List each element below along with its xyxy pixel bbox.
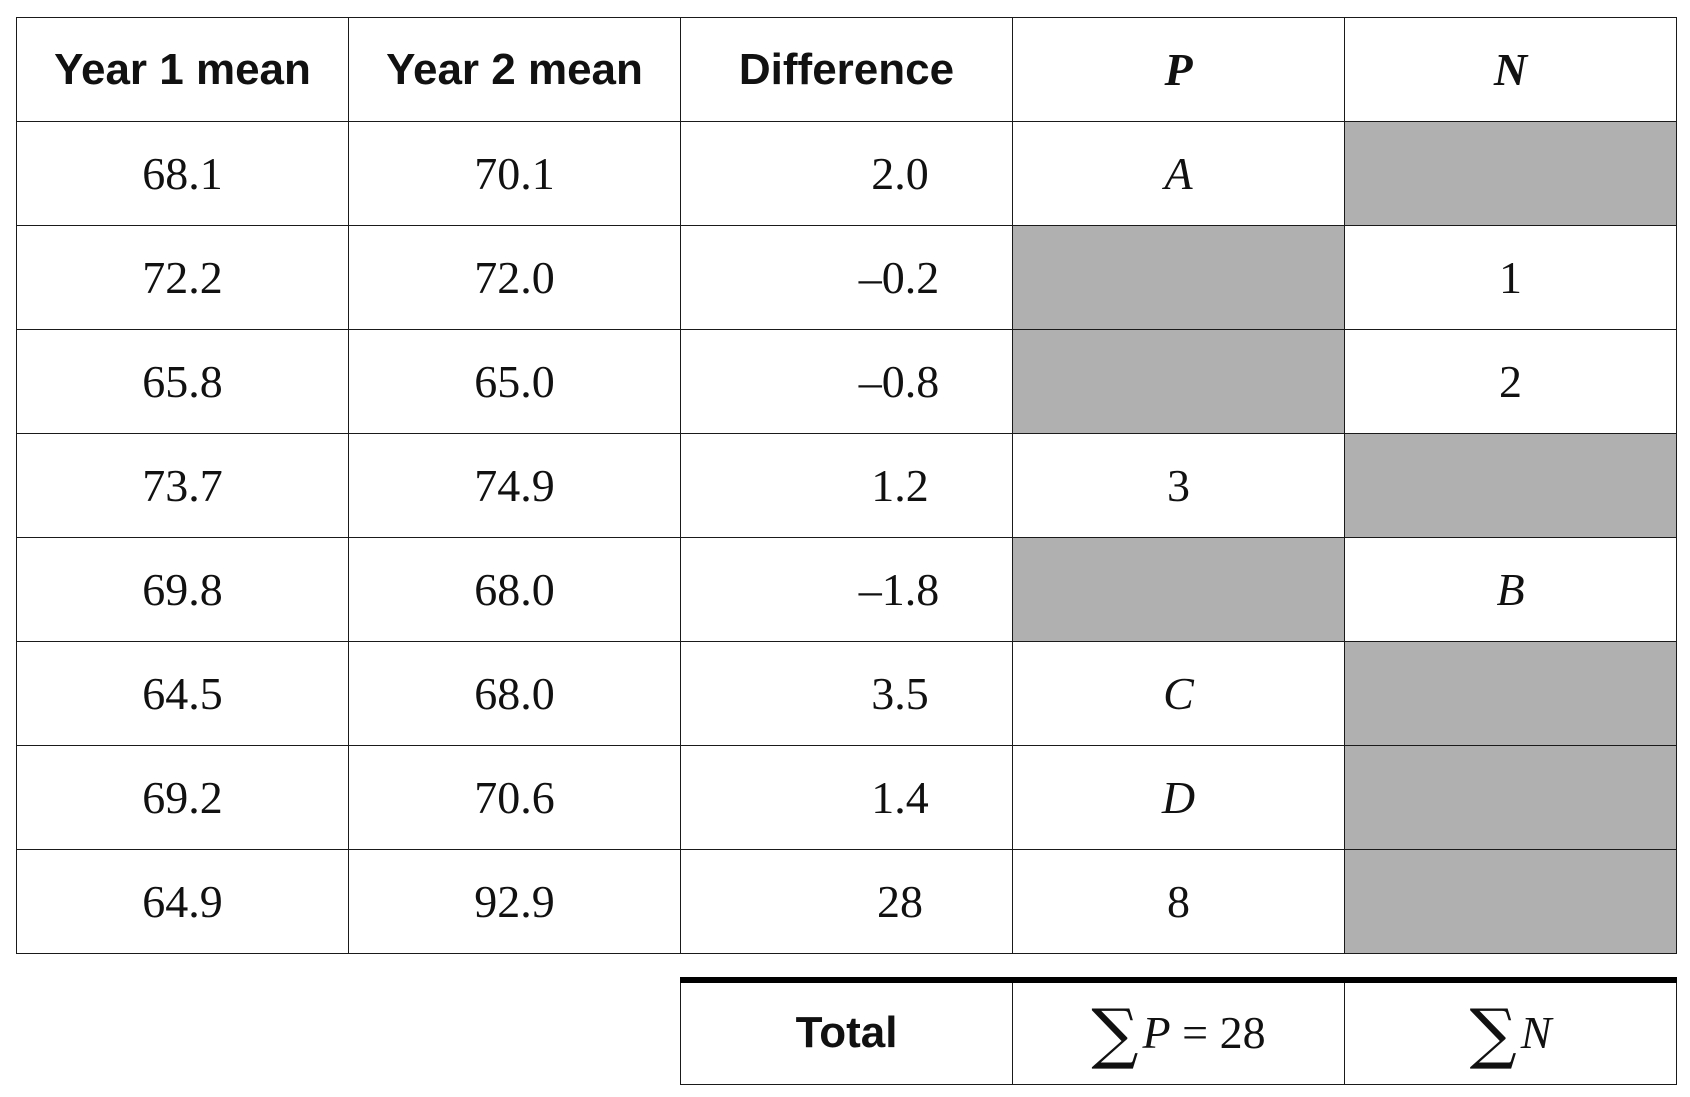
n-cell-shaded xyxy=(1344,745,1677,850)
header-difference: Difference xyxy=(680,17,1013,122)
difference-cell: 3.5 xyxy=(680,641,1013,746)
header-n: N xyxy=(1344,17,1677,122)
sigma-symbol: ∑ xyxy=(1469,994,1517,1072)
year1-cell: 72.2 xyxy=(16,225,349,330)
table-row: 73.7 74.9 1.2 3 xyxy=(16,433,1677,538)
p-cell: A xyxy=(1012,121,1345,226)
difference-value: –0.2 xyxy=(858,252,940,303)
difference-value: 1.2 xyxy=(871,460,929,511)
year1-cell: 69.2 xyxy=(16,745,349,850)
difference-value: 2.0 xyxy=(871,148,929,199)
table-row: 65.8 65.0 –0.8 2 xyxy=(16,329,1677,434)
table-row: 69.2 70.6 1.4 D xyxy=(16,745,1677,850)
table-row: 72.2 72.0 –0.2 1 xyxy=(16,225,1677,330)
table-row: 68.1 70.1 2.0 A xyxy=(16,121,1677,226)
table-row: 64.5 68.0 3.5 C xyxy=(16,641,1677,746)
difference-cell: 28 xyxy=(680,849,1013,954)
sum-p-variable: P xyxy=(1142,1006,1171,1058)
header-year1: Year 1 mean xyxy=(16,17,349,122)
difference-value: –1.8 xyxy=(858,564,940,615)
p-cell: 3 xyxy=(1012,433,1345,538)
difference-value: 3.5 xyxy=(871,668,929,719)
sigma-symbol: ∑ xyxy=(1091,994,1139,1072)
difference-cell: –1.8 xyxy=(680,537,1013,642)
n-cell-shaded xyxy=(1344,121,1677,226)
p-cell: 8 xyxy=(1012,849,1345,954)
total-row: Total ∑P = 28 ∑N xyxy=(680,977,1677,1085)
year1-cell: 64.5 xyxy=(16,641,349,746)
year2-cell: 70.1 xyxy=(348,121,681,226)
year2-cell: 72.0 xyxy=(348,225,681,330)
difference-cell: 1.2 xyxy=(680,433,1013,538)
p-cell-shaded xyxy=(1012,329,1345,434)
header-year2: Year 2 mean xyxy=(348,17,681,122)
sum-n-variable: N xyxy=(1520,1006,1552,1058)
n-cell-shaded xyxy=(1344,849,1677,954)
difference-value: 28 xyxy=(877,876,923,927)
difference-cell: –0.2 xyxy=(680,225,1013,330)
n-cell: 2 xyxy=(1344,329,1677,434)
data-table: Year 1 mean Year 2 mean Difference P N 6… xyxy=(16,17,1677,954)
p-cell-shaded xyxy=(1012,225,1345,330)
table-row: 64.9 92.9 28 8 xyxy=(16,849,1677,954)
n-cell: B xyxy=(1344,537,1677,642)
difference-cell: –0.8 xyxy=(680,329,1013,434)
difference-cell: 1.4 xyxy=(680,745,1013,850)
table-figure: Year 1 mean Year 2 mean Difference P N 6… xyxy=(16,17,1677,1087)
year2-cell: 65.0 xyxy=(348,329,681,434)
year1-cell: 69.8 xyxy=(16,537,349,642)
year2-cell: 68.0 xyxy=(348,537,681,642)
p-cell: C xyxy=(1012,641,1345,746)
difference-cell: 2.0 xyxy=(680,121,1013,226)
n-cell: 1 xyxy=(1344,225,1677,330)
year2-cell: 70.6 xyxy=(348,745,681,850)
sum-n-cell: ∑N xyxy=(1344,977,1677,1085)
header-row: Year 1 mean Year 2 mean Difference P N xyxy=(16,17,1677,122)
table-row: 69.8 68.0 –1.8 B xyxy=(16,537,1677,642)
n-cell-shaded xyxy=(1344,433,1677,538)
year2-cell: 92.9 xyxy=(348,849,681,954)
year1-cell: 73.7 xyxy=(16,433,349,538)
total-table: Total ∑P = 28 ∑N xyxy=(680,977,1677,1085)
year1-cell: 64.9 xyxy=(16,849,349,954)
n-cell-shaded xyxy=(1344,641,1677,746)
total-label: Total xyxy=(680,977,1013,1085)
difference-value: –0.8 xyxy=(858,356,940,407)
year2-cell: 74.9 xyxy=(348,433,681,538)
year1-cell: 65.8 xyxy=(16,329,349,434)
header-p: P xyxy=(1012,17,1345,122)
year1-cell: 68.1 xyxy=(16,121,349,226)
difference-value: 1.4 xyxy=(871,772,929,823)
p-cell-shaded xyxy=(1012,537,1345,642)
sum-p-value: = 28 xyxy=(1170,1006,1266,1058)
year2-cell: 68.0 xyxy=(348,641,681,746)
sum-p-cell: ∑P = 28 xyxy=(1012,977,1345,1085)
p-cell: D xyxy=(1012,745,1345,850)
